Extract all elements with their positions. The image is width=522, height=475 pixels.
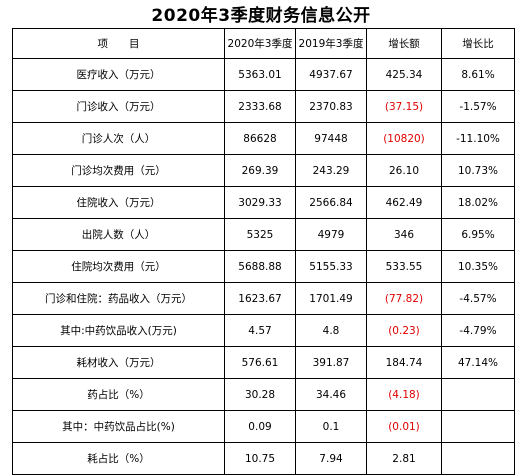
cell-growth-ratio [441, 410, 515, 443]
financial-disclosure-sheet: 2020年3季度财务信息公开 项 目 2020年3季度 2019年3季度 增长额… [12, 6, 515, 475]
header-2019-q3: 2019年3季度 [295, 28, 367, 59]
cell-growth-ratio: -1.57% [441, 90, 515, 123]
cell-growth-amount: (0.23) [366, 314, 442, 347]
financial-table: 项 目 2020年3季度 2019年3季度 增长额 增长比 医疗收入（万元） 53… [12, 28, 515, 475]
cell-growth-amount: 462.49 [366, 186, 442, 219]
cell-2020-q3: 5325 [224, 218, 296, 251]
table-row: 耗材收入（万元） 576.61 391.87 184.74 47.14% [12, 346, 515, 379]
cell-2020-q3: 1623.67 [224, 282, 296, 315]
cell-growth-ratio: 18.02% [441, 186, 515, 219]
table-header-row: 项 目 2020年3季度 2019年3季度 增长额 增长比 [12, 28, 515, 59]
cell-2019-q3: 391.87 [295, 346, 367, 379]
cell-2019-q3: 4979 [295, 218, 367, 251]
table-row: 门诊均次费用（元） 269.39 243.29 26.10 10.73% [12, 154, 515, 187]
cell-item: 药占比（%） [12, 378, 225, 411]
header-item: 项 目 [12, 28, 225, 59]
cell-item: 其中：中药饮品占比(%) [12, 410, 225, 443]
cell-2019-q3: 5155.33 [295, 250, 367, 283]
cell-growth-ratio: 47.14% [441, 346, 515, 379]
cell-item: 出院人数（人） [12, 218, 225, 251]
cell-item: 其中:中药饮品收入(万元) [12, 314, 225, 347]
cell-growth-amount: 533.55 [366, 250, 442, 283]
cell-2020-q3: 5363.01 [224, 58, 296, 91]
table-row: 住院收入（万元） 3029.33 2566.84 462.49 18.02% [12, 186, 515, 219]
cell-growth-amount: (4.18) [366, 378, 442, 411]
cell-item: 医疗收入（万元） [12, 58, 225, 91]
cell-2020-q3: 2333.68 [224, 90, 296, 123]
cell-2020-q3: 5688.88 [224, 250, 296, 283]
cell-growth-ratio: -4.57% [441, 282, 515, 315]
cell-growth-amount: 26.10 [366, 154, 442, 187]
cell-growth-amount: 425.34 [366, 58, 442, 91]
cell-growth-ratio: 10.35% [441, 250, 515, 283]
cell-2020-q3: 269.39 [224, 154, 296, 187]
cell-growth-amount: 2.81 [366, 442, 442, 475]
cell-2020-q3: 10.75 [224, 442, 296, 475]
page-title: 2020年3季度财务信息公开 [151, 6, 371, 26]
cell-item: 住院均次费用（元） [12, 250, 225, 283]
cell-2019-q3: 34.46 [295, 378, 367, 411]
cell-2019-q3: 4937.67 [295, 58, 367, 91]
cell-2019-q3: 0.1 [295, 410, 367, 443]
table-row: 住院均次费用（元） 5688.88 5155.33 533.55 10.35% [12, 250, 515, 283]
table-row: 门诊和住院：药品收入（万元） 1623.67 1701.49 (77.82) -4.57… [12, 282, 515, 315]
cell-item: 门诊均次费用（元） [12, 154, 225, 187]
cell-2020-q3: 576.61 [224, 346, 296, 379]
cell-item: 门诊人次（人） [12, 122, 225, 155]
cell-2019-q3: 1701.49 [295, 282, 367, 315]
table-body: 医疗收入（万元） 5363.01 4937.67 425.34 8.61% 门诊收入（万元… [12, 58, 515, 475]
cell-2019-q3: 243.29 [295, 154, 367, 187]
cell-growth-amount: 184.74 [366, 346, 442, 379]
cell-growth-amount: (77.82) [366, 282, 442, 315]
header-2020-q3: 2020年3季度 [224, 28, 296, 59]
cell-growth-amount: 346 [366, 218, 442, 251]
cell-growth-ratio [441, 378, 515, 411]
cell-growth-amount: (10820) [366, 122, 442, 155]
cell-2020-q3: 30.28 [224, 378, 296, 411]
cell-2019-q3: 4.8 [295, 314, 367, 347]
cell-item: 门诊收入（万元） [12, 90, 225, 123]
header-growth-amount: 增长额 [366, 28, 442, 59]
cell-growth-ratio: 6.95% [441, 218, 515, 251]
cell-2020-q3: 3029.33 [224, 186, 296, 219]
header-growth-ratio: 增长比 [441, 28, 515, 59]
cell-2019-q3: 2370.83 [295, 90, 367, 123]
cell-growth-amount: (37.15) [366, 90, 442, 123]
table-row: 门诊人次（人） 86628 97448 (10820) -11.10% [12, 122, 515, 155]
table-row: 耗占比（%） 10.75 7.94 2.81 [12, 442, 515, 475]
cell-2020-q3: 86628 [224, 122, 296, 155]
table-row: 药占比（%） 30.28 34.46 (4.18) [12, 378, 515, 411]
cell-2020-q3: 4.57 [224, 314, 296, 347]
cell-growth-ratio: -4.79% [441, 314, 515, 347]
table-row: 医疗收入（万元） 5363.01 4937.67 425.34 8.61% [12, 58, 515, 91]
cell-2019-q3: 7.94 [295, 442, 367, 475]
cell-item: 耗材收入（万元） [12, 346, 225, 379]
cell-2019-q3: 2566.84 [295, 186, 367, 219]
cell-growth-ratio [441, 442, 515, 475]
cell-growth-ratio: 8.61% [441, 58, 515, 91]
table-row: 门诊收入（万元） 2333.68 2370.83 (37.15) -1.57% [12, 90, 515, 123]
cell-item: 门诊和住院：药品收入（万元） [12, 282, 225, 315]
cell-2019-q3: 97448 [295, 122, 367, 155]
cell-growth-ratio: -11.10% [441, 122, 515, 155]
cell-item: 住院收入（万元） [12, 186, 225, 219]
table-row: 其中：中药饮品占比(%) 0.09 0.1 (0.01) [12, 410, 515, 443]
cell-2020-q3: 0.09 [224, 410, 296, 443]
table-row: 其中:中药饮品收入(万元) 4.57 4.8 (0.23) -4.79% [12, 314, 515, 347]
table-row: 出院人数（人） 5325 4979 346 6.95% [12, 218, 515, 251]
cell-growth-amount: (0.01) [366, 410, 442, 443]
cell-growth-ratio: 10.73% [441, 154, 515, 187]
cell-item: 耗占比（%） [12, 442, 225, 475]
